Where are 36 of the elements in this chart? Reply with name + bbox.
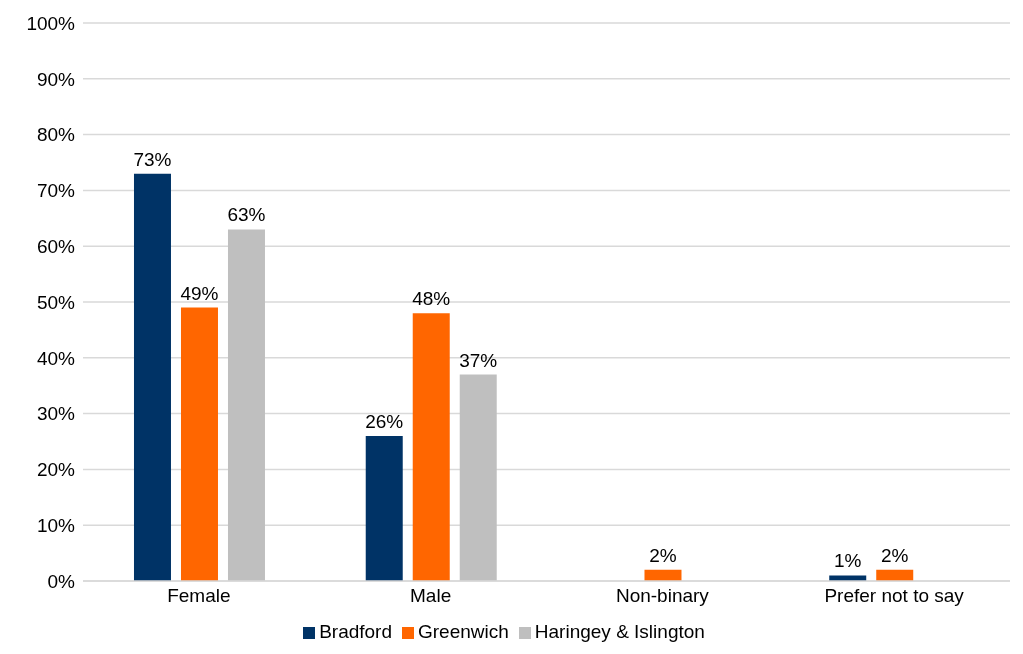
y-tick-label: 40% bbox=[36, 347, 76, 369]
data-label: 1% bbox=[834, 550, 862, 572]
bar bbox=[180, 307, 218, 581]
x-tick-label: Non-binary bbox=[615, 585, 710, 607]
y-tick-label: 20% bbox=[36, 459, 76, 481]
y-tick-label: 30% bbox=[36, 403, 76, 425]
data-label: 37% bbox=[459, 349, 498, 371]
x-tick-label: Male bbox=[410, 585, 452, 607]
legend-label: Bradford bbox=[319, 621, 392, 642]
bar bbox=[227, 229, 265, 581]
bar bbox=[133, 173, 171, 581]
bar bbox=[644, 569, 682, 581]
data-label: 73% bbox=[133, 148, 172, 170]
bar bbox=[876, 569, 914, 581]
bar bbox=[459, 374, 497, 581]
y-tick-label: 0% bbox=[47, 570, 76, 592]
bar bbox=[829, 575, 867, 581]
y-tick-label: 10% bbox=[36, 514, 76, 536]
bar bbox=[365, 435, 403, 581]
data-label: 2% bbox=[649, 544, 677, 566]
y-tick-label: 100% bbox=[26, 12, 76, 34]
y-tick-label: 70% bbox=[36, 180, 76, 202]
data-label: 48% bbox=[412, 288, 451, 310]
data-label: 26% bbox=[365, 410, 404, 432]
bar bbox=[412, 313, 450, 581]
legend-label: Haringey & Islington bbox=[534, 621, 705, 642]
legend-label: Greenwich bbox=[418, 621, 509, 642]
y-tick-label: 80% bbox=[36, 124, 76, 146]
data-label: 2% bbox=[881, 544, 909, 566]
y-tick-label: 50% bbox=[36, 291, 76, 313]
y-tick-label: 90% bbox=[36, 68, 76, 90]
data-label: 49% bbox=[180, 282, 219, 304]
x-tick-label: Prefer not to say bbox=[824, 585, 965, 607]
y-tick-label: 60% bbox=[36, 235, 76, 257]
data-label: 63% bbox=[227, 204, 266, 226]
x-tick-label: Female bbox=[167, 585, 231, 607]
